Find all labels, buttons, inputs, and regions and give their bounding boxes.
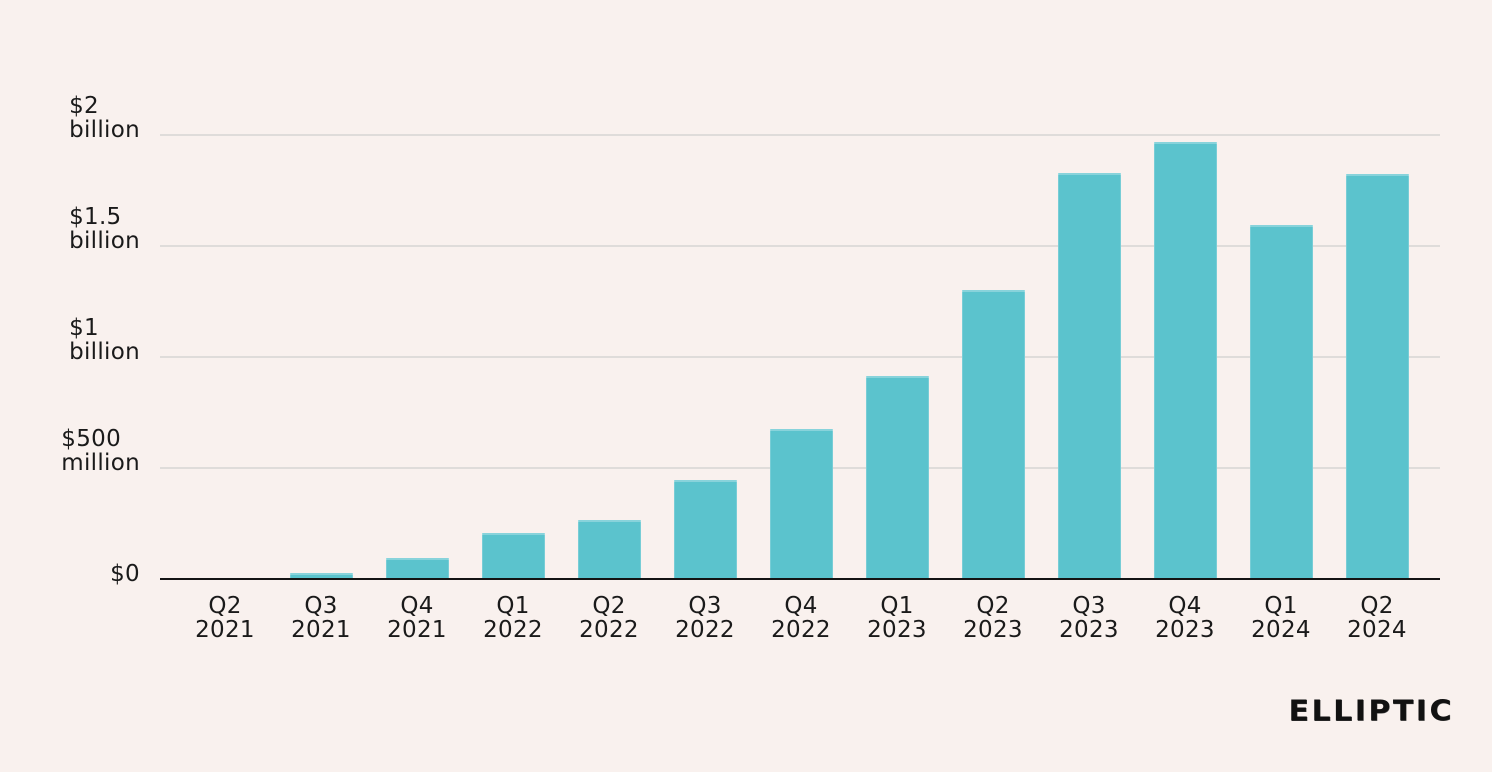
x-axis-label: Q4 2021 <box>387 593 447 643</box>
x-axis-label: Q3 2022 <box>675 593 735 643</box>
x-axis-line <box>160 578 1440 580</box>
elliptic-logo: ELLIPTIC <box>1288 694 1454 729</box>
bar <box>481 533 545 579</box>
bar <box>577 519 641 579</box>
y-axis-label: $1.5 billion <box>69 204 140 254</box>
x-axis-label: Q2 2024 <box>1347 593 1407 643</box>
bar <box>865 375 929 579</box>
y-axis-label: $500 million <box>61 426 140 476</box>
bar <box>961 290 1025 579</box>
bar <box>1057 172 1121 579</box>
x-axis-label: Q4 2023 <box>1155 593 1215 643</box>
x-axis-label: Q1 2024 <box>1251 593 1311 643</box>
y-axis-label: $2 billion <box>69 93 140 143</box>
x-axis-label: Q4 2022 <box>771 593 831 643</box>
bar <box>673 479 737 579</box>
gridline <box>160 245 1440 247</box>
x-axis-label: Q1 2023 <box>867 593 927 643</box>
x-axis-label: Q2 2022 <box>579 593 639 643</box>
x-axis-label: Q2 2021 <box>195 593 255 643</box>
bar <box>289 573 353 579</box>
bar <box>1153 141 1217 579</box>
x-axis-label: Q2 2023 <box>963 593 1023 643</box>
y-axis-label: $0 <box>110 561 140 587</box>
gridline <box>160 134 1440 136</box>
bar <box>769 429 833 579</box>
bar <box>385 557 449 579</box>
x-axis-label: Q1 2022 <box>483 593 543 643</box>
gridline <box>160 356 1440 358</box>
x-axis-label: Q3 2023 <box>1059 593 1119 643</box>
bar <box>1249 224 1313 579</box>
bar <box>1345 174 1409 579</box>
x-axis-label: Q3 2021 <box>291 593 351 643</box>
y-axis-label: $1 billion <box>69 315 140 365</box>
